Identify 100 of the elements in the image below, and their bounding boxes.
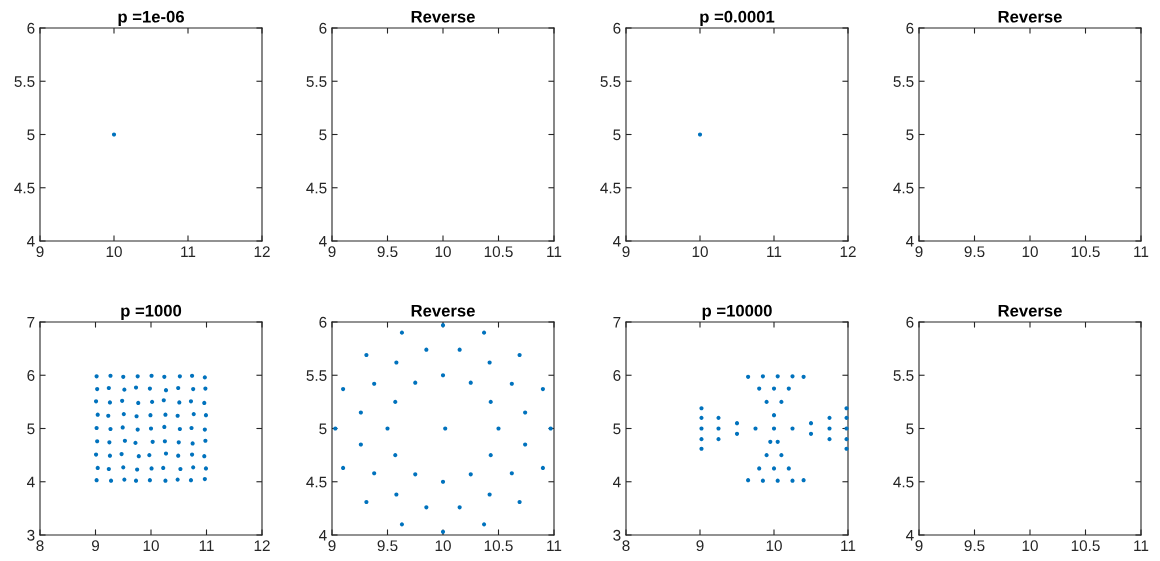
point (468, 472, 473, 477)
point (424, 505, 429, 510)
x-tick-label: 9 (328, 246, 336, 258)
y-tick-label: 4 (318, 236, 327, 247)
y-tick-label: 5 (27, 423, 35, 435)
point (827, 426, 832, 431)
point (393, 399, 398, 404)
y-tick-label: 4 (26, 236, 35, 247)
point (364, 352, 369, 358)
point (372, 381, 377, 386)
point (440, 373, 446, 378)
point (764, 399, 769, 404)
y-tick-label: 6 (906, 316, 914, 328)
point (734, 421, 740, 426)
point (775, 439, 780, 444)
point (517, 499, 522, 505)
point (443, 426, 448, 431)
x-tick-label: 10 (692, 246, 708, 258)
point (801, 374, 806, 379)
x-tick-label: 9.5 (377, 246, 398, 258)
y-tick-label: 6 (27, 22, 35, 34)
x-tick-label: 11 (181, 246, 196, 257)
chart-title: Reverse (998, 304, 1062, 317)
x-tick-label: 8 (36, 540, 44, 552)
x-tick-label: 11 (1134, 540, 1149, 551)
point (764, 453, 769, 458)
point (808, 421, 814, 426)
point (771, 466, 777, 471)
y-tick-label: 4.5 (893, 182, 914, 194)
y-tick-label: 4.5 (306, 182, 327, 194)
point (808, 431, 814, 436)
point (413, 380, 418, 385)
point (699, 426, 704, 431)
y-tick-label: 4 (905, 530, 914, 541)
point (757, 386, 762, 391)
point (779, 453, 784, 458)
y-tick-label: 5.5 (893, 76, 914, 87)
point (699, 446, 704, 451)
point (844, 406, 849, 411)
y-tick-label: 6 (613, 370, 621, 381)
x-tick-label: 10 (1022, 246, 1038, 258)
x-tick-label: 9 (915, 246, 923, 258)
point (509, 381, 514, 386)
point (358, 442, 363, 447)
point (716, 426, 721, 431)
point (699, 415, 704, 420)
x-tick-label: 11 (841, 540, 856, 551)
point (481, 330, 487, 335)
point (488, 453, 493, 458)
point (779, 399, 784, 404)
y-tick-label: 6 (319, 22, 327, 34)
point (786, 386, 791, 391)
chart-title: Reverse (411, 10, 475, 23)
y-tick-label: 5.5 (306, 76, 327, 87)
point (775, 478, 780, 483)
x-tick-label: 9.5 (964, 540, 985, 552)
x-tick-label: 9.5 (377, 540, 398, 552)
point (488, 399, 493, 404)
chart-title: p =10000 (702, 304, 772, 320)
x-tick-label: 10.5 (484, 540, 513, 552)
point (509, 471, 514, 476)
y-tick-label: 6 (906, 22, 914, 34)
point (413, 472, 418, 477)
y-tick-label: 4 (26, 476, 35, 488)
point (844, 415, 849, 420)
y-tick-label: 6 (613, 22, 621, 34)
point (699, 406, 704, 411)
point (523, 442, 528, 447)
point (790, 426, 795, 431)
y-tick-label: 4.5 (306, 476, 327, 488)
point (481, 522, 487, 527)
y-tick-label: 5 (613, 423, 621, 435)
point (775, 374, 780, 379)
point (468, 380, 473, 385)
x-tick-label: 10.5 (484, 246, 513, 258)
point (399, 522, 405, 527)
y-tick-label: 5.5 (306, 370, 327, 381)
y-tick-label: 5 (319, 129, 327, 141)
point (440, 479, 446, 484)
y-tick-label: 5 (27, 129, 35, 141)
x-tick-label: 12 (254, 246, 270, 257)
x-tick-label: 9 (328, 540, 336, 552)
x-tick-label: 11 (547, 540, 562, 551)
x-tick-label: 9.5 (964, 246, 985, 258)
point (760, 374, 765, 379)
chart-title: p =1e-06 (118, 10, 184, 26)
y-tick-label: 5.5 (600, 76, 621, 87)
y-tick-label: 5 (613, 129, 621, 141)
point (517, 352, 522, 358)
point (753, 426, 758, 431)
x-tick-label: 9 (696, 540, 704, 552)
x-tick-label: 10 (766, 540, 782, 552)
point (496, 426, 501, 431)
x-tick-label: 11 (1134, 246, 1149, 257)
x-tick-label: 11 (199, 540, 214, 551)
point (457, 347, 462, 352)
y-tick-label: 5.5 (893, 370, 914, 381)
point (786, 466, 791, 471)
chart-title: p =0.0001 (700, 10, 775, 26)
point (768, 439, 773, 444)
